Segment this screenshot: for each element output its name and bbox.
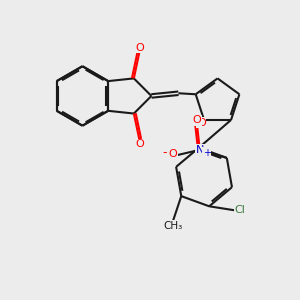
Text: O: O bbox=[193, 115, 202, 125]
Text: N: N bbox=[196, 145, 204, 155]
Text: O: O bbox=[135, 139, 144, 149]
Text: O: O bbox=[197, 118, 206, 128]
Text: -: - bbox=[162, 146, 167, 159]
Text: O: O bbox=[168, 149, 177, 159]
Text: CH₃: CH₃ bbox=[164, 221, 183, 231]
Text: O: O bbox=[135, 43, 144, 53]
Text: Cl: Cl bbox=[235, 205, 246, 215]
Text: +: + bbox=[202, 148, 211, 158]
